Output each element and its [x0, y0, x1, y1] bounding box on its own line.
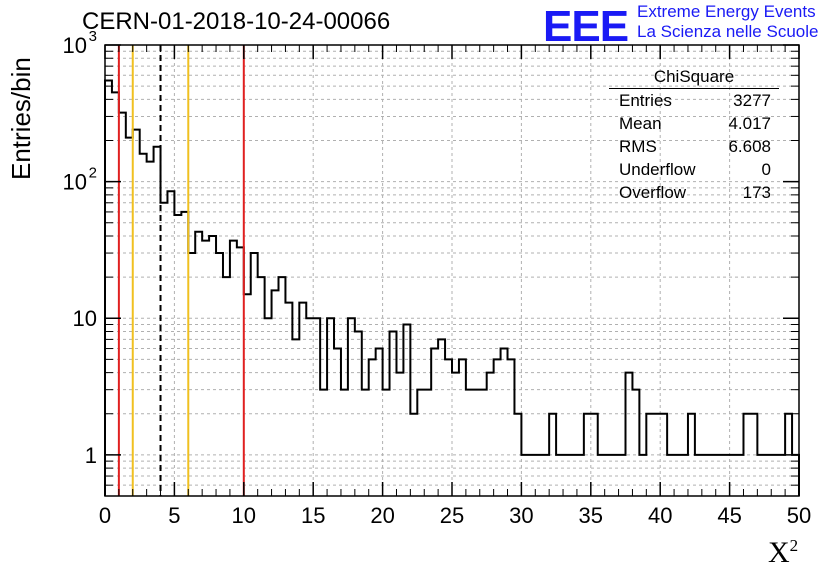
stats-title: ChiSquare: [609, 66, 779, 89]
x-axis-label-base: X: [768, 536, 790, 569]
stats-value: 6.608: [728, 137, 771, 156]
x-tick-label: 10: [232, 503, 256, 528]
stats-label: Mean: [619, 114, 662, 133]
y-tick-exponent: 2: [89, 165, 97, 182]
logo-caption: Extreme Energy Events La Scienza nelle S…: [637, 2, 818, 42]
x-axis-label-exp: 2: [789, 536, 799, 555]
stats-row-overflow: Overflow 173: [609, 181, 779, 204]
chart-title: CERN-01-2018-10-24-00066: [82, 8, 391, 35]
eee-logo: EEE: [543, 2, 629, 51]
x-tick-label: 35: [579, 503, 603, 528]
x-tick-label: 15: [301, 503, 325, 528]
stats-row-rms: RMS 6.608: [609, 135, 779, 158]
stats-label: Entries: [619, 91, 672, 110]
x-tick-label: 40: [648, 503, 672, 528]
x-tick-label: 20: [370, 503, 394, 528]
x-tick-label: 45: [717, 503, 741, 528]
y-tick-label: 10: [73, 306, 97, 331]
x-axis-label: X2: [768, 536, 798, 570]
stats-value: 173: [742, 183, 771, 202]
stats-box: ChiSquare Entries 3277 Mean 4.017 RMS 6.608…: [609, 66, 779, 204]
x-tick-label: 0: [99, 503, 111, 528]
x-tick-label: 50: [787, 503, 811, 528]
y-tick-label: 10: [63, 33, 87, 58]
stats-value: 3277: [733, 91, 771, 110]
stats-label: RMS: [619, 137, 657, 156]
y-tick-label: 10: [63, 170, 87, 195]
stats-label: Overflow: [619, 183, 687, 202]
stats-value: 4.017: [728, 114, 771, 133]
logo-line-1: Extreme Energy Events: [637, 2, 816, 21]
stats-row-entries: Entries 3277: [609, 89, 779, 112]
x-tick-label: 25: [440, 503, 464, 528]
x-tick-label: 5: [168, 503, 180, 528]
y-tick-exponent: 3: [89, 28, 97, 45]
logo-line-2: La Scienza nelle Scuole: [637, 22, 819, 41]
stats-label: Underflow: [619, 160, 696, 179]
stats-row-mean: Mean 4.017: [609, 112, 779, 135]
y-tick-label: 1: [85, 443, 97, 468]
stats-value: 0: [761, 160, 771, 179]
x-tick-label: 30: [509, 503, 533, 528]
histogram-line: [104, 79, 800, 496]
stats-row-underflow: Underflow 0: [609, 158, 779, 181]
